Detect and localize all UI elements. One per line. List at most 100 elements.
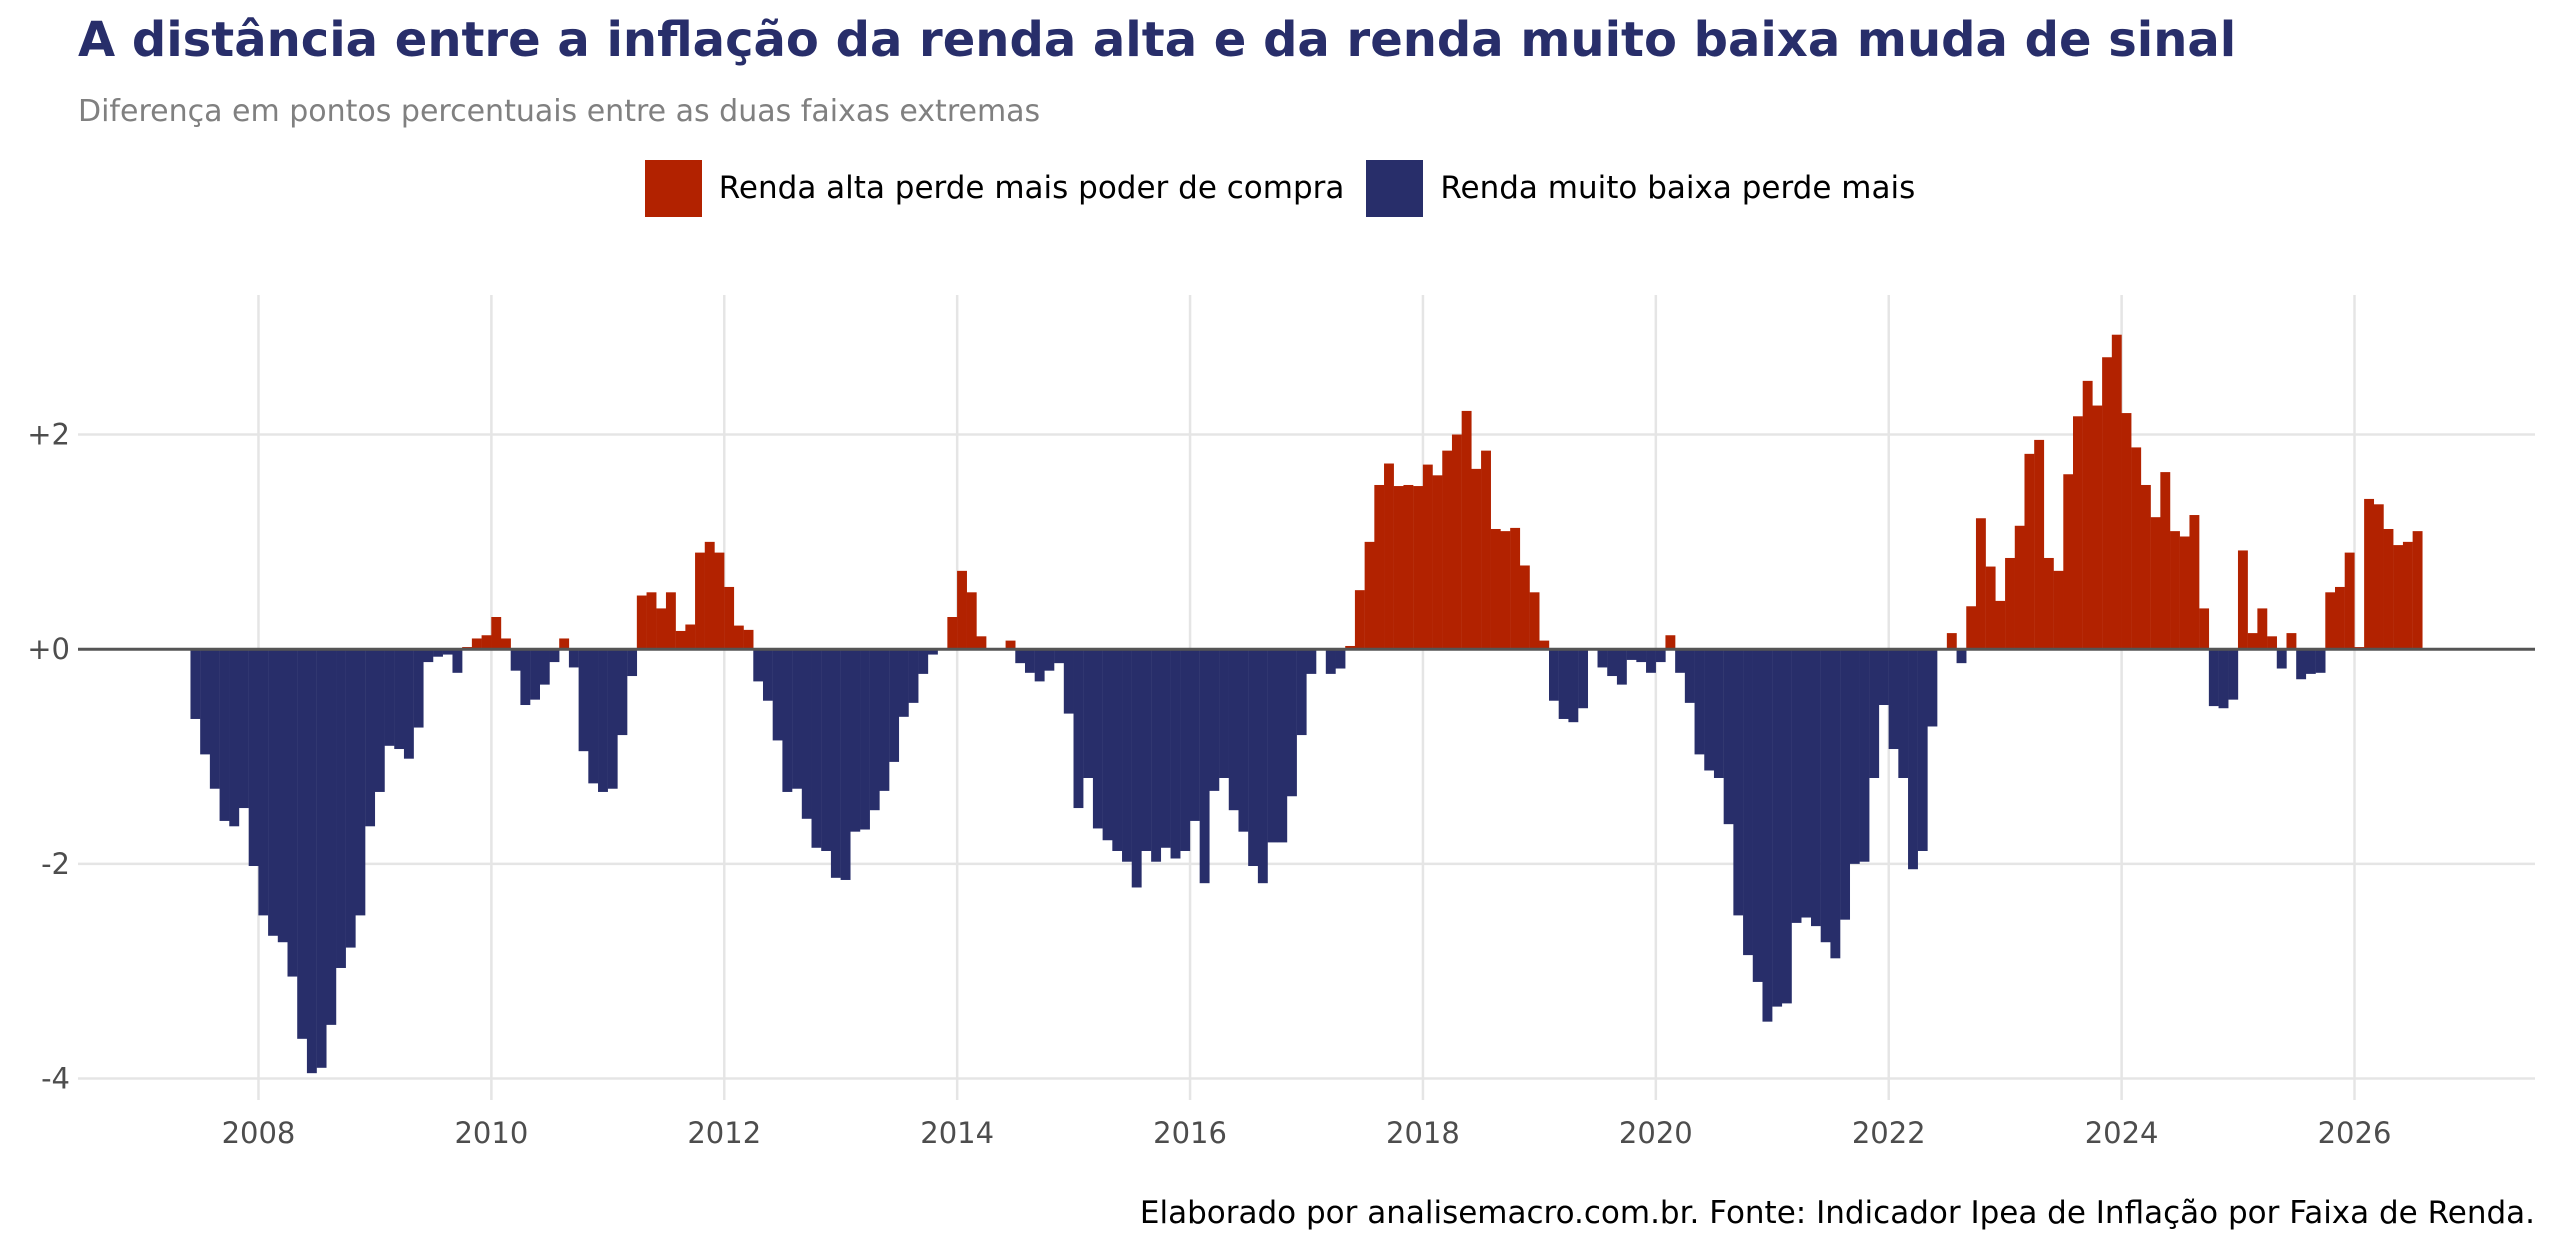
bar-negative [1277, 649, 1288, 843]
bar-negative [2305, 649, 2316, 674]
bar-negative [850, 649, 861, 832]
bar-negative [219, 649, 230, 821]
bar-negative [1646, 649, 1656, 673]
bar-negative [801, 649, 812, 819]
axes: 2008 2010 2012 2014 2016 2018 2020 2022 2024 2026… [27, 418, 2535, 1150]
bar-negative [1170, 649, 1181, 859]
bar-negative [1597, 649, 1608, 668]
bar-positive [2179, 536, 2190, 650]
bar-positive [1384, 463, 1394, 650]
bar-negative [2296, 649, 2307, 680]
bar-negative [345, 649, 356, 948]
bar-positive [1461, 410, 1472, 650]
bar-negative [1228, 649, 1239, 811]
bar-negative [2228, 649, 2239, 700]
bar-negative [908, 649, 919, 703]
bar-positive [966, 592, 977, 650]
bar-negative [1956, 649, 1967, 664]
bar-negative [1073, 649, 1084, 809]
bar-negative [403, 649, 414, 759]
bar-negative [1558, 649, 1569, 719]
bar-negative [2208, 649, 2219, 707]
bar-negative [578, 649, 589, 752]
bar-positive [976, 636, 987, 650]
bar-negative [1102, 649, 1113, 841]
chart-title: A distância entre a inflação da renda al… [78, 12, 2237, 68]
bar-positive [675, 630, 686, 650]
bar-positive [704, 541, 715, 650]
bar-positive [2102, 357, 2113, 650]
bar-negative [1287, 649, 1297, 797]
bar-negative [1044, 649, 1055, 671]
bar-positive [1005, 640, 1016, 650]
bar-positive [1529, 592, 1540, 650]
bar-positive [1364, 541, 1375, 650]
bar-negative [898, 649, 909, 717]
bar-negative [297, 649, 308, 1039]
bar-positive [2043, 557, 2054, 650]
bar-positive [2082, 380, 2093, 650]
bar-positive [1539, 640, 1550, 650]
bar-positive [1946, 633, 1957, 650]
bar-negative [1772, 649, 1783, 1007]
x-tick-label: 2012 [687, 1116, 761, 1150]
bar-negative [1335, 649, 1346, 669]
bar-negative [1898, 649, 1909, 778]
bar-positive [1432, 475, 1443, 650]
bar-negative [326, 649, 337, 1025]
bar-negative [1141, 649, 1152, 851]
bar-negative [1917, 649, 1928, 851]
bar-negative [1791, 649, 1802, 923]
bar-negative [316, 649, 327, 1068]
bar-positive [1374, 484, 1385, 650]
bar-negative [1888, 649, 1899, 750]
bar-negative [336, 649, 346, 968]
bar-positive [2383, 528, 2394, 650]
bar-positive [2412, 531, 2423, 650]
bar-positive [1665, 635, 1676, 650]
bar-positive [2131, 447, 2142, 650]
x-tick-label: 2020 [1619, 1116, 1693, 1150]
bar-negative [510, 649, 521, 671]
bar-positive [1471, 468, 1482, 650]
bar-negative [1859, 649, 1870, 862]
bar-positive [491, 617, 502, 650]
bar-negative [782, 649, 793, 792]
bar-negative [772, 649, 783, 741]
bar-positive [1490, 528, 1501, 650]
bar-negative [1704, 649, 1715, 771]
bar-negative [753, 649, 764, 682]
bar-negative [530, 649, 540, 700]
bar-negative [821, 649, 832, 851]
legend-swatch-negative [1366, 159, 1424, 217]
bar-negative [1180, 649, 1191, 851]
bar-negative [792, 649, 802, 789]
bar-negative [2315, 649, 2326, 673]
bar-positive [2199, 608, 2210, 650]
bar-negative [277, 649, 288, 943]
legend-label-positive: Renda alta perde mais poder de compra [718, 170, 1345, 206]
bar-negative [1568, 649, 1579, 723]
bar-negative [268, 649, 278, 936]
bar-negative [1694, 649, 1705, 755]
bar-positive [646, 592, 657, 650]
bar-positive [2237, 550, 2248, 650]
bar-negative [1325, 649, 1336, 674]
bar-negative [200, 649, 211, 755]
bar-positive [2014, 525, 2025, 650]
bar-positive [481, 635, 492, 650]
bar-negative [258, 649, 269, 916]
bar-negative [1743, 649, 1753, 956]
bar-positive [2335, 586, 2345, 650]
bar-negative [248, 649, 259, 867]
legend-label-negative: Renda muito baixa perde mais [1440, 170, 1916, 206]
legend: Renda alta perde mais poder de compra Re… [0, 158, 2560, 218]
bar-positive [2063, 474, 2074, 650]
bar-negative [1801, 649, 1812, 918]
bar-positive [714, 552, 725, 650]
bar-positive [947, 617, 958, 650]
bar-negative [1549, 649, 1559, 701]
y-tick-label: -2 [41, 847, 70, 881]
bar-positive [695, 552, 705, 650]
bar-negative [365, 649, 376, 827]
